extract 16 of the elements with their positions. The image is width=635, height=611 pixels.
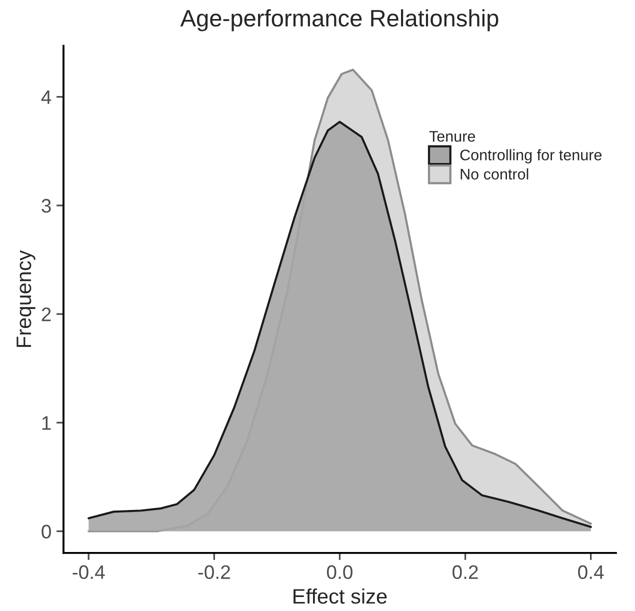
x-tick-label: 0.0 [326, 565, 352, 580]
y-axis-title: Frequency [16, 250, 36, 347]
legend-label: Controlling for tenure [460, 149, 602, 164]
y-tick-label: 2 [42, 308, 51, 322]
x-axis-title: Effect size [294, 588, 387, 604]
x-tick-label: -0.2 [198, 565, 230, 580]
y-tick-label: 3 [42, 198, 51, 213]
legend-label: No control [460, 168, 528, 180]
y-tick-label: 4 [41, 90, 52, 104]
x-tick-label: 0.2 [452, 565, 478, 580]
x-tick-label: -0.4 [72, 565, 105, 580]
chart-title: Age-performance Relationship [180, 9, 498, 32]
y-tick-label: 0 [42, 524, 51, 538]
y-tick-label: 1 [42, 416, 51, 430]
legend-title: Tenure [429, 131, 476, 142]
x-tick-label: 0.4 [578, 565, 604, 580]
